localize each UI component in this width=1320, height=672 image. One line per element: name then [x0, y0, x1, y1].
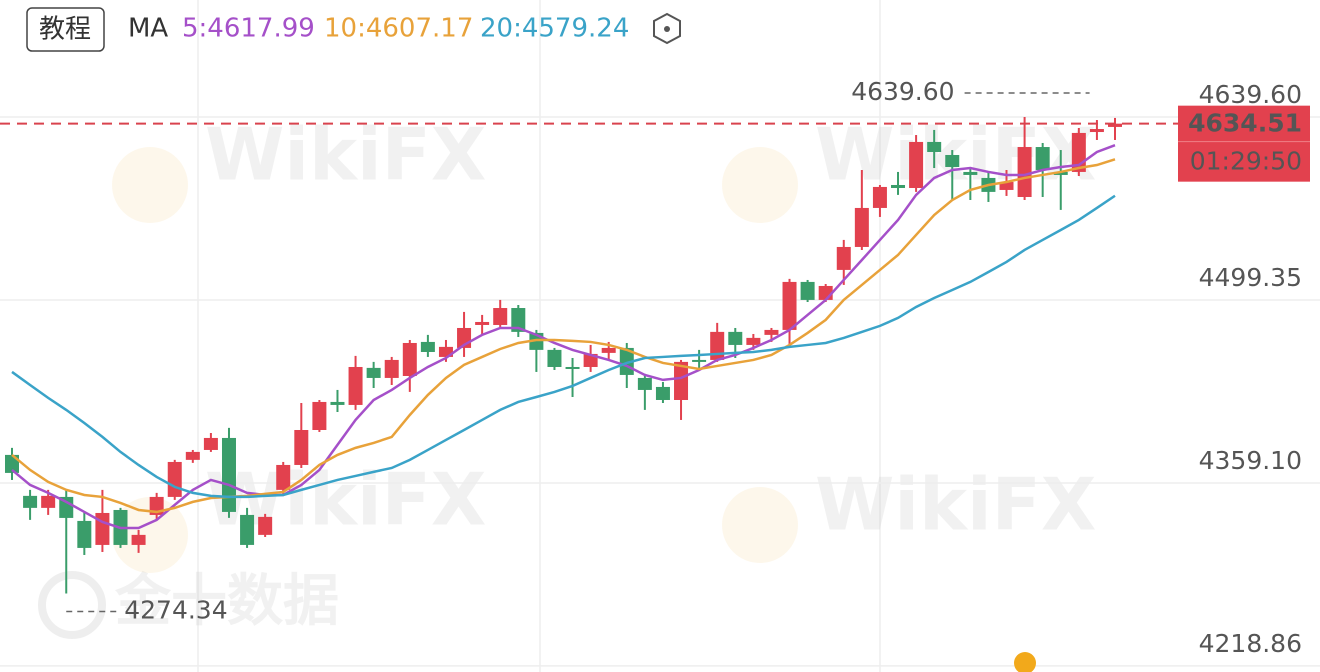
wm-logo [38, 571, 106, 639]
watermark: WikiFX [815, 113, 1096, 197]
candle-body [674, 361, 689, 400]
candle-body [728, 331, 743, 345]
candle-body [999, 181, 1014, 190]
candle-body [41, 495, 56, 508]
candle-body [203, 437, 218, 450]
candle-body [294, 429, 309, 465]
y-tick-label: 4218.86 [1199, 629, 1302, 658]
candle-body [565, 366, 580, 369]
ma-line [11, 158, 1116, 514]
candle-body [1108, 123, 1122, 127]
candle-body [637, 377, 652, 390]
legend-entry: 5:4617.99 [182, 14, 315, 44]
last-price-label: 4634.51 [1188, 109, 1302, 138]
candle-body [1017, 147, 1032, 197]
y-tick-label: 4639.60 [1199, 80, 1302, 109]
hex-icon[interactable] [653, 12, 681, 45]
high-annotation: 4639.60 [851, 77, 954, 106]
plot: 4639.60 4499.35 4359.10 4218.86 4634.51 01:29… [0, 77, 1320, 667]
tutorial-button[interactable] [26, 7, 105, 52]
wm-logo [722, 487, 798, 563]
wm-logo [722, 147, 798, 223]
candle-body [872, 186, 887, 208]
candle-body [692, 359, 707, 362]
candle-body [891, 184, 906, 188]
candle-body [1035, 147, 1050, 170]
candle-body [402, 342, 417, 376]
y-tick-label: 4359.10 [1199, 446, 1302, 475]
candle-body [710, 331, 725, 360]
tutorial-label[interactable]: 教程 [39, 15, 91, 45]
candle-body [1053, 171, 1068, 175]
candle-body [836, 246, 851, 270]
candle-body [547, 349, 562, 367]
candle-body [746, 337, 761, 345]
watermark: WikiFX [815, 463, 1096, 547]
last-price-box [1178, 105, 1310, 182]
ma-line [11, 194, 1116, 499]
candle-body [276, 464, 291, 490]
candle-body [348, 366, 363, 405]
candle-body [131, 534, 146, 545]
candle-body [854, 207, 869, 247]
wm-logo [112, 497, 188, 573]
candle-body [77, 520, 92, 548]
candle-body [601, 347, 616, 353]
candle-body [475, 321, 490, 325]
candle-body [655, 386, 670, 400]
low-annotation: 4274.34 [124, 596, 227, 625]
candle-body [800, 281, 815, 300]
candle-body [185, 451, 200, 460]
hex-dot[interactable] [664, 26, 670, 32]
candle-body [420, 341, 435, 352]
candle-body [963, 171, 978, 175]
candle-body [330, 401, 345, 405]
wm-logo [112, 147, 188, 223]
candle-body [59, 496, 74, 518]
indicator-name: MA [128, 14, 168, 44]
candle-body [167, 461, 182, 497]
watermark: 金十数据 [114, 569, 339, 634]
candle-body [240, 514, 255, 545]
candle-body [438, 346, 453, 357]
candle-body [945, 154, 960, 167]
candle-body [95, 512, 110, 545]
y-tick-label: 4499.35 [1199, 263, 1302, 292]
ma-line [11, 144, 1116, 530]
candle-body [782, 281, 797, 330]
countdown-label: 01:29:50 [1190, 147, 1302, 176]
legend-entry: 10:4607.17 [324, 14, 473, 44]
candle-body [23, 495, 38, 508]
candle-body [384, 359, 399, 378]
candle-body [312, 401, 327, 430]
settings-icon[interactable] [653, 12, 681, 45]
candle-body [511, 308, 526, 332]
candle-body [493, 308, 508, 325]
legend-entry: 20:4579.24 [480, 14, 629, 44]
candle-body [1089, 129, 1104, 133]
candle-body [258, 516, 273, 535]
event-dot[interactable] [1014, 652, 1036, 672]
candle-body [909, 141, 924, 188]
watermark: WikiFX [205, 113, 486, 197]
candle-body [927, 141, 942, 152]
candle-body [221, 437, 236, 512]
candle-body [764, 329, 779, 335]
candle-body [366, 367, 381, 378]
